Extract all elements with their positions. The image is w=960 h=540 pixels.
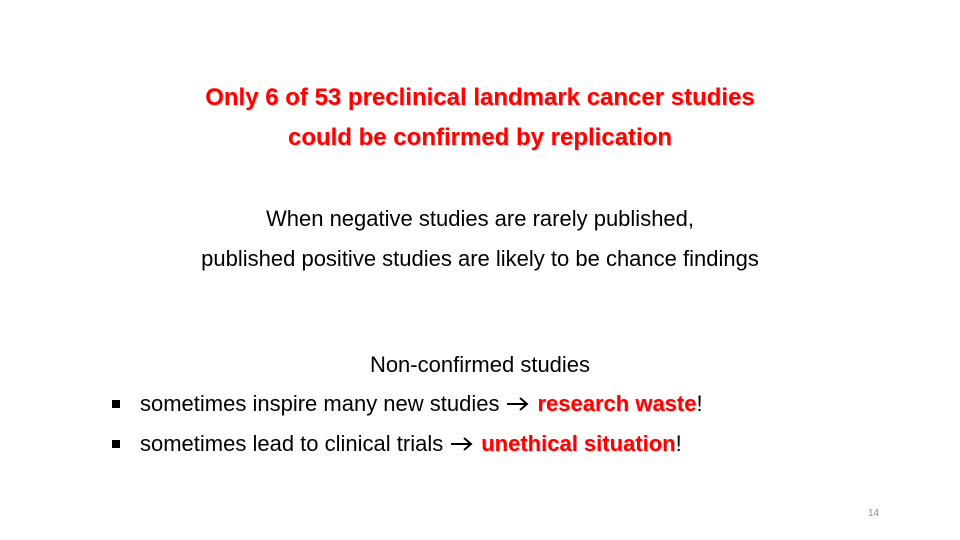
bullet-result: unethical situation [481,431,676,456]
bullet-text: sometimes lead to clinical trials [140,431,444,456]
bullet-marker [112,440,120,448]
heading: Non-confirmed studies [369,352,591,377]
arrow [451,437,473,451]
bullet: sometimes lead to clinical trials unethi… [112,431,682,457]
arrow [507,397,530,411]
bullet-suffix: ! [696,391,703,416]
statement-line: When negative studies are rarely publish… [265,206,695,231]
title-line: could be confirmed by replication [287,124,673,151]
bullet-suffix: ! [675,431,682,456]
bullet: sometimes inspire many new studies resea… [112,391,703,417]
title-line: Only 6 of 53 preclinical landmark cancer… [205,84,755,111]
bullet-result: research waste [537,391,697,416]
bullet-marker [112,400,120,408]
statement-line: published positive studies are likely to… [201,246,759,271]
bullet-text: sometimes inspire many new studies [140,391,500,416]
page-number: 14 [868,508,880,519]
